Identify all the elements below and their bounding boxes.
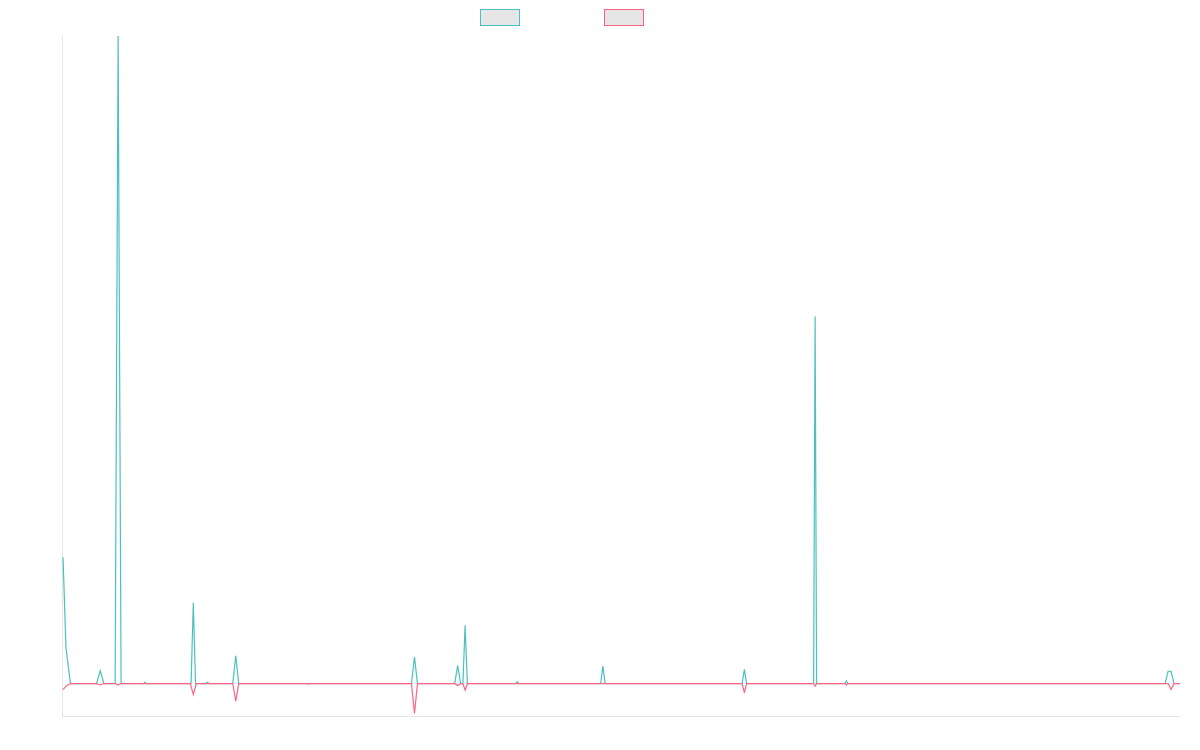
legend-item-series-a[interactable] [480, 9, 520, 26]
legend-swatch-series-b [604, 9, 644, 26]
series-group [62, 35, 1180, 714]
legend-item-series-b[interactable] [604, 9, 644, 26]
series-line-b [62, 683, 1180, 714]
legend-swatch-series-a [480, 9, 520, 26]
legend [0, 9, 1200, 27]
series-line-a [62, 35, 1180, 685]
